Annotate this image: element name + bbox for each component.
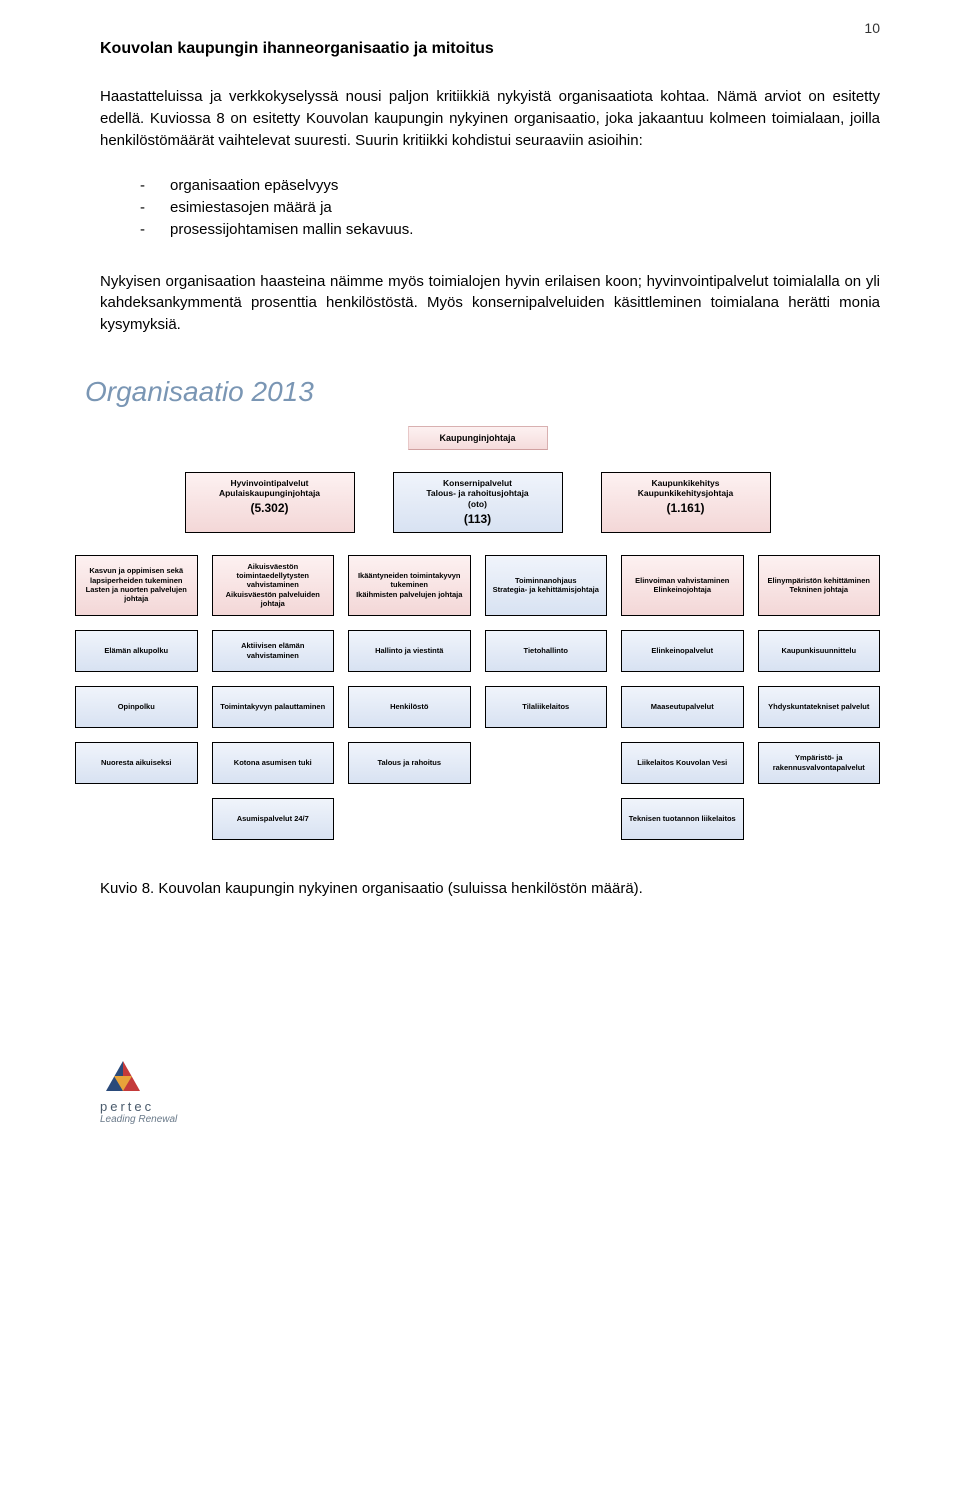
org-cell: Asumispalvelut 24/7 bbox=[212, 798, 335, 840]
org-cell: Kotona asumisen tuki bbox=[212, 742, 335, 784]
org-cell: Maaseutupalvelut bbox=[621, 686, 744, 728]
org-level-1: HyvinvointipalvelutApulaiskaupunginjohta… bbox=[75, 472, 880, 533]
org-cell: Kasvun ja oppimisen sekä lapsiperheiden … bbox=[75, 555, 198, 616]
org-cell: Kaupunkisuunnittelu bbox=[758, 630, 881, 672]
org-cell: Yhdyskuntatekniset palvelut bbox=[758, 686, 881, 728]
org-cell: Elinvoiman vahvistaminenElinkeinojohtaja bbox=[621, 555, 744, 616]
org-cell: Aktiivisen elämän vahvistaminen bbox=[212, 630, 335, 672]
org-chart: Organisaatio 2013 Kaupunginjohtaja Hyvin… bbox=[75, 376, 880, 840]
bullet-list: -organisaation epäselvyys-esimiestasojen… bbox=[140, 175, 880, 240]
org-cell: Talous ja rahoitus bbox=[348, 742, 471, 784]
org-cell: ToiminnanohjausStrategia- ja kehittämisj… bbox=[485, 555, 608, 616]
bullet-item: -organisaation epäselvyys bbox=[140, 175, 880, 197]
org-cell: Ikääntyneiden toimintakyvyn tukeminenIkä… bbox=[348, 555, 471, 616]
org-cell: Teknisen tuotannon liikelaitos bbox=[621, 798, 744, 840]
org-cell: Opinpolku bbox=[75, 686, 198, 728]
org-cell: Elämän alkupolku bbox=[75, 630, 198, 672]
footer: pertec Leading Renewal bbox=[100, 1057, 880, 1125]
org-cell: Elinkeinopalvelut bbox=[621, 630, 744, 672]
bullet-item: -esimiestasojen määrä ja bbox=[140, 197, 880, 219]
footer-brand: pertec bbox=[100, 1099, 154, 1114]
page-number: 10 bbox=[864, 20, 880, 36]
logo-icon bbox=[100, 1057, 146, 1097]
org-cell: Liikelaitos Kouvolan Vesi bbox=[621, 742, 744, 784]
paragraph-1: Haastatteluissa ja verkkokyselyssä nousi… bbox=[100, 86, 880, 151]
bullet-item: -prosessijohtamisen mallin sekavuus. bbox=[140, 219, 880, 241]
org-cell: Ympäristö- ja rakennusvalvontapalvelut bbox=[758, 742, 881, 784]
org-cell: Hallinto ja viestintä bbox=[348, 630, 471, 672]
org-node: KaupunkikehitysKaupunkikehitysjohtaja(1.… bbox=[601, 472, 771, 533]
org-cell: Henkilöstö bbox=[348, 686, 471, 728]
org-cell: Tietohallinto bbox=[485, 630, 608, 672]
org-node: KonsernipalvelutTalous- ja rahoitusjohta… bbox=[393, 472, 563, 533]
org-top-node: Kaupunginjohtaja bbox=[408, 426, 548, 450]
footer-tagline: Leading Renewal bbox=[100, 1114, 177, 1125]
heading: Kouvolan kaupungin ihanneorganisaatio ja… bbox=[100, 40, 880, 58]
org-chart-title: Organisaatio 2013 bbox=[85, 376, 880, 408]
org-node: HyvinvointipalvelutApulaiskaupunginjohta… bbox=[185, 472, 355, 533]
org-grid: Kasvun ja oppimisen sekä lapsiperheiden … bbox=[75, 555, 880, 840]
org-cell: Aikuisväestön toimintaedellytysten vahvi… bbox=[212, 555, 335, 616]
figure-caption: Kuvio 8. Kouvolan kaupungin nykyinen org… bbox=[100, 880, 880, 897]
org-cell: Elinympäristön kehittäminenTekninen joht… bbox=[758, 555, 881, 616]
org-cell: Toimintakyvyn palauttaminen bbox=[212, 686, 335, 728]
org-cell: Tilaliikelaitos bbox=[485, 686, 608, 728]
paragraph-2: Nykyisen organisaation haasteina näimme … bbox=[100, 271, 880, 336]
org-cell: Nuoresta aikuiseksi bbox=[75, 742, 198, 784]
